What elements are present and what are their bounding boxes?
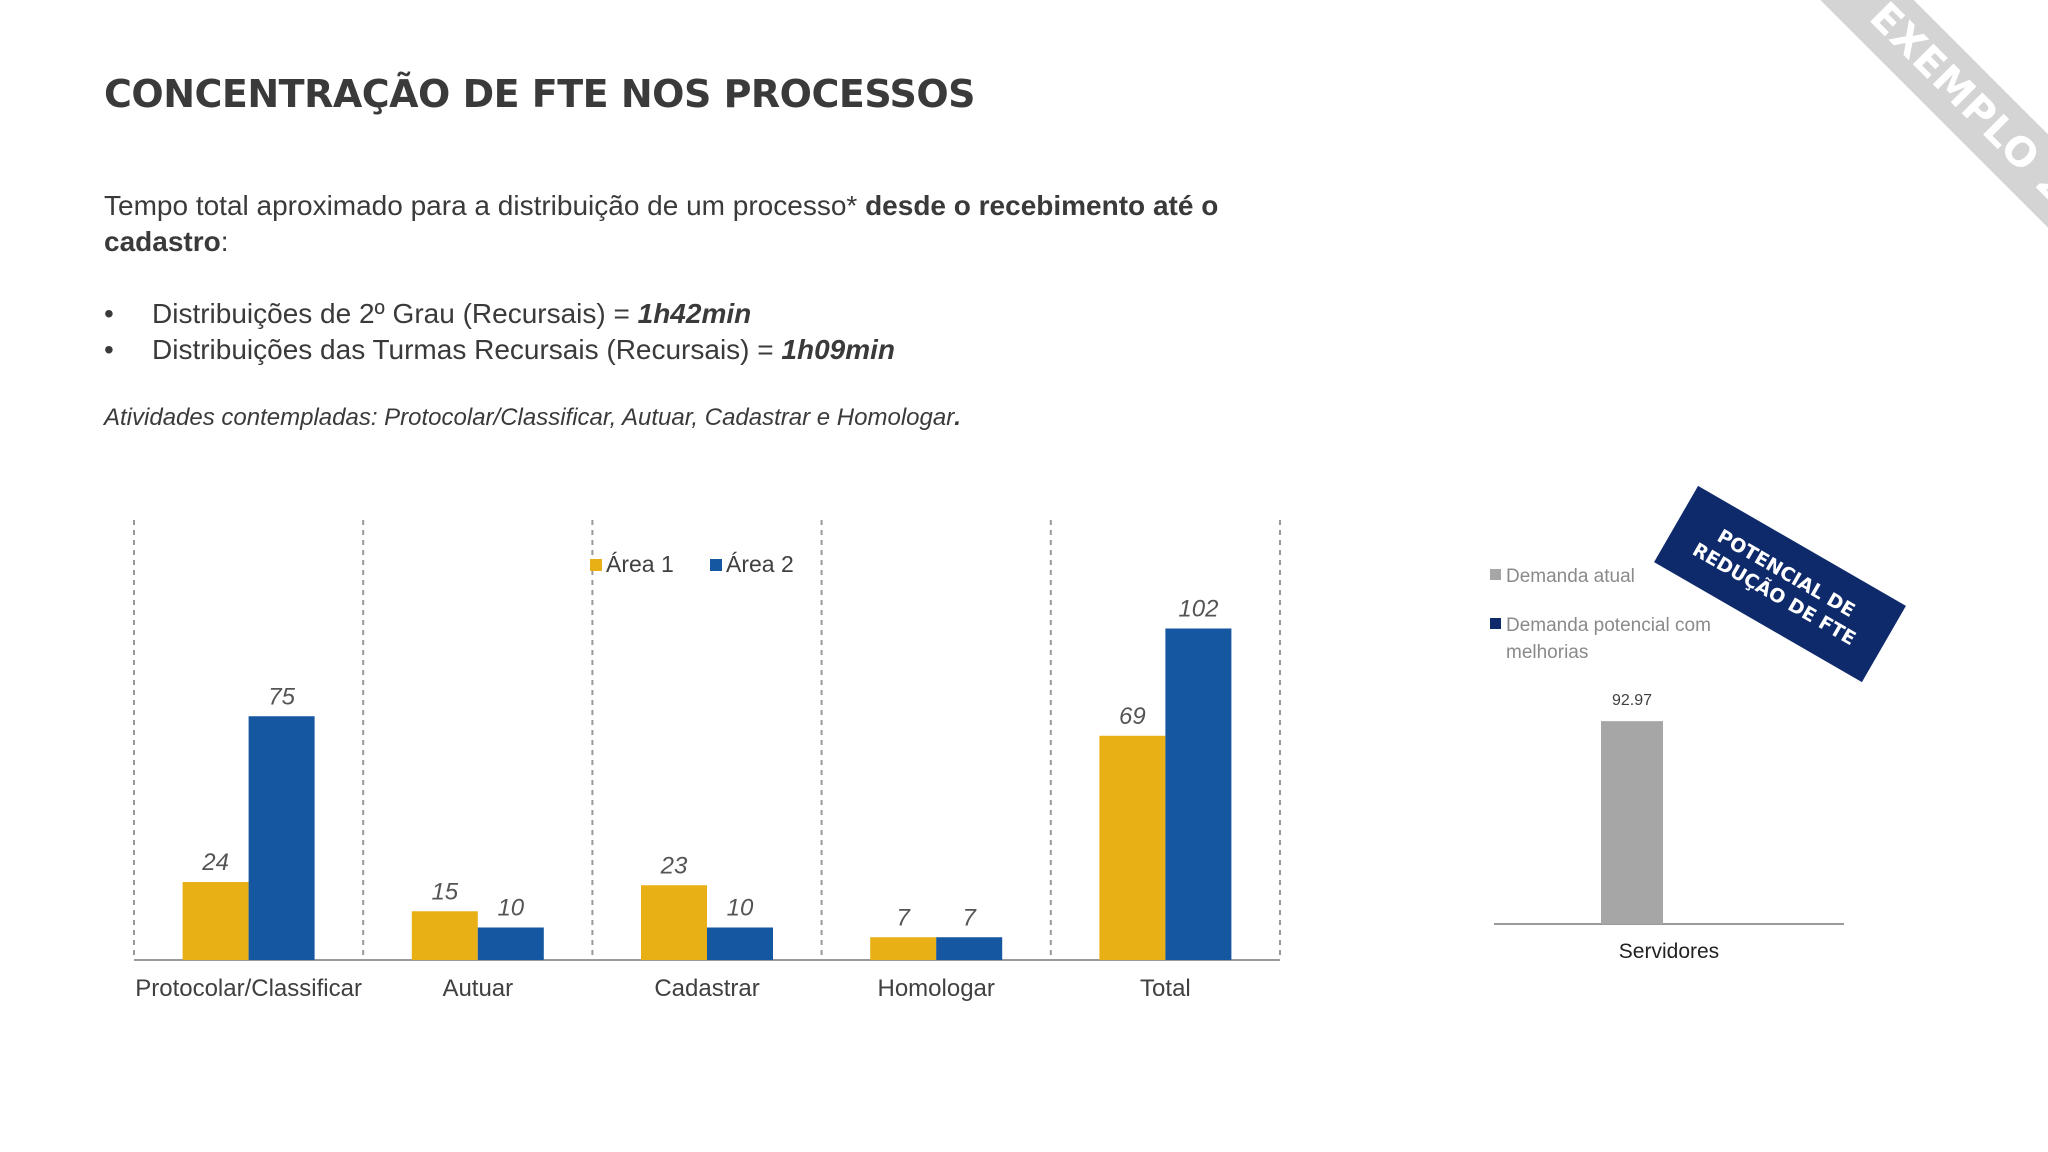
legend-label-continued: melhorias (1506, 642, 1588, 663)
activities-note: Atividades contempladas: Protocolar/Clas… (104, 404, 961, 432)
bullet-text: Distribuições das Turmas Recursais (Recu… (152, 334, 782, 365)
bar-autuar-area-2 (477, 927, 544, 960)
bar-cadastrar-area-2 (707, 927, 773, 960)
data-label: 10 (727, 895, 754, 922)
example-ribbon: EXEMPLO 2 (1776, 0, 2048, 297)
bar-total-area-2 (1165, 628, 1232, 960)
bullet-item-turmas: • Distribuições das Turmas Recursais (Rec… (104, 332, 895, 368)
bar-autuar-area-1 (411, 911, 478, 960)
note-end: . (954, 404, 961, 431)
intro-regular: Tempo total aproximado para a distribuiç… (104, 190, 866, 221)
legend-swatch-demanda-potencial-com-melhorias (1490, 618, 1501, 629)
data-label: 15 (431, 878, 458, 905)
legend-label: Demanda potencial com (1506, 615, 1711, 636)
bullet-value: 1h42min (637, 298, 752, 329)
data-label: 102 (1178, 596, 1218, 623)
data-label: 7 (897, 904, 912, 931)
intro-bold: desde o recebimento até o cadastro (104, 190, 1219, 257)
intro-end: : (220, 226, 229, 257)
data-label: 23 (660, 852, 688, 879)
activity-bar-chart: 24 75 Protocolar/Classificar 15 10 Autuar 23 10… (133, 520, 1281, 1002)
bullet-text: Distribuições de 2º Grau (Recursais) = (152, 298, 638, 329)
x-tick-label: Servidores (1619, 940, 1719, 963)
data-label: 75 (268, 683, 295, 710)
bullet-list: • Distribuições de 2º Grau (Recursais) = … (104, 296, 895, 368)
bar-homologar-area-1 (870, 937, 937, 960)
bar-cadastrar-area-1 (641, 885, 707, 960)
bullet-value: 1h09min (781, 334, 896, 365)
legend-swatch-area-1 (590, 559, 602, 571)
slide-title: CONCENTRAÇÃO DE FTE NOS PROCESSOS (104, 72, 976, 116)
bar-protocolar-classificar-area-2 (248, 716, 315, 960)
legend-swatch-area-2 (710, 559, 722, 571)
data-label: 24 (201, 849, 229, 876)
x-tick-label: Protocolar/Classificar (135, 975, 362, 1002)
x-tick-label: Total (1140, 975, 1191, 1002)
data-label: 69 (1119, 703, 1146, 730)
bullet-item-2o-grau: • Distribuições de 2º Grau (Recursais) = … (104, 296, 895, 332)
x-tick-label: Cadastrar (654, 975, 759, 1002)
fte-bar-chart: 92.97 Servidores Demanda atual Demanda pote… (1490, 566, 1844, 963)
x-tick-label: Autuar (442, 975, 513, 1002)
data-label: 92.97 (1612, 692, 1652, 709)
bullet-dot: • (104, 334, 114, 365)
bar-protocolar-classificar-area-1 (182, 882, 249, 960)
data-label: 7 (963, 904, 978, 931)
ribbon-label: EXEMPLO 2 (1860, 0, 2048, 213)
intro-text: Tempo total aproximado para a distribuiç… (104, 188, 1304, 260)
legend-swatch-demanda-atual (1490, 569, 1501, 580)
x-tick-label: Homologar (878, 975, 995, 1002)
legend-label: Área 1 (606, 551, 674, 577)
bar-total-area-1 (1099, 735, 1166, 960)
legend-label: Demanda atual (1506, 566, 1635, 587)
bar-servidores-demanda-atual (1601, 721, 1663, 924)
note-text: Atividades contempladas: Protocolar/Clas… (104, 404, 955, 431)
data-label: 10 (497, 895, 524, 922)
bullet-dot: • (104, 298, 114, 329)
bar-homologar-area-2 (936, 937, 1003, 960)
legend-label: Área 2 (726, 551, 794, 577)
